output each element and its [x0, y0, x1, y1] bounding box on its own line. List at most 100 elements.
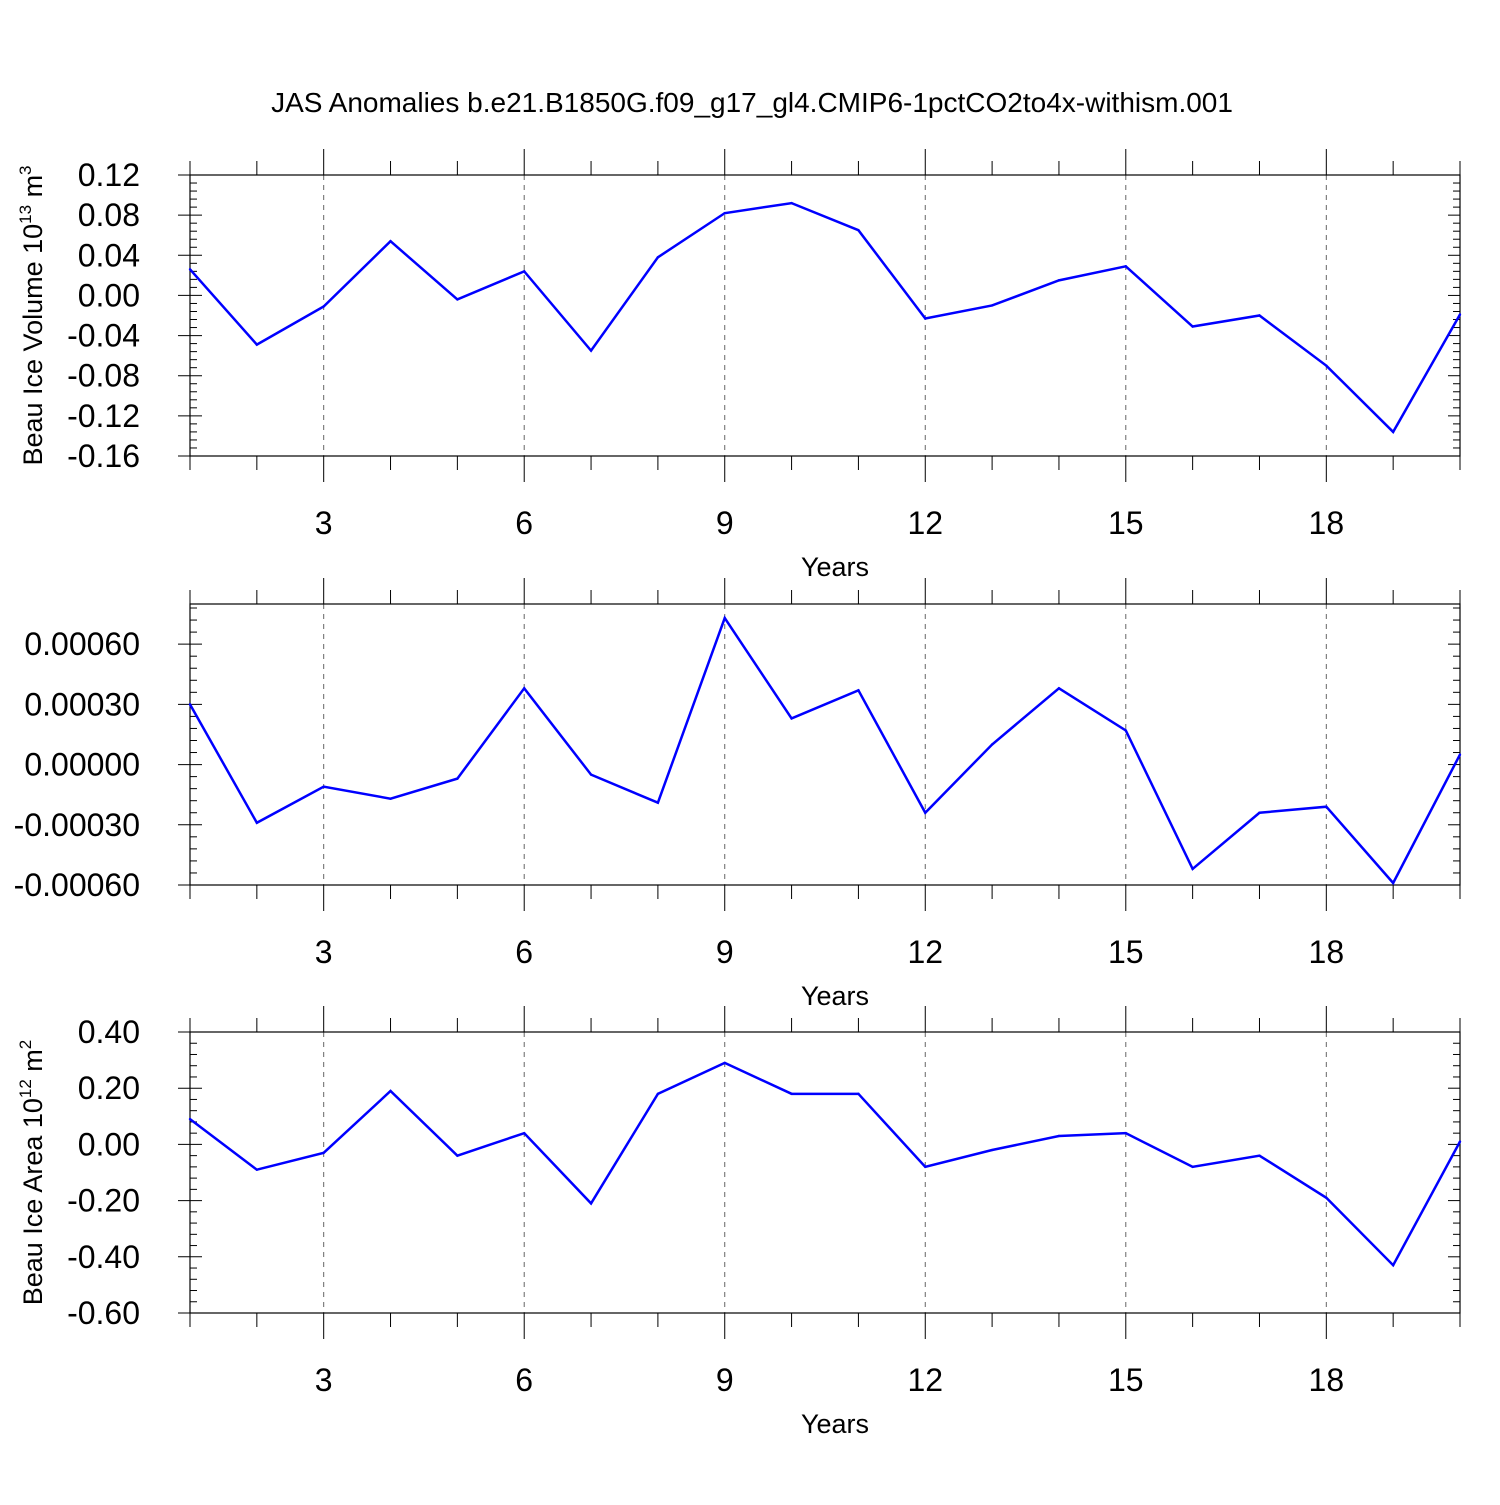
y-tick-label: -0.60: [67, 1295, 140, 1331]
data-point: [723, 1061, 726, 1065]
x-tick-label: 9: [716, 505, 734, 541]
y-tick-label: 0.00000: [24, 747, 140, 783]
data-point: [1124, 265, 1127, 268]
y-axis-label-unit-exponent: 2: [16, 1040, 35, 1049]
y-axis-label: Beau Ice Volume 1013 m3: [16, 165, 48, 465]
y-tick-label: 0.04: [78, 237, 140, 273]
y-axis-label-text: Beau Ice Volume 10: [18, 224, 48, 466]
data-point: [389, 1089, 392, 1093]
y-axis-label: Beau Ice Area 1012 m2: [16, 1040, 48, 1306]
data-point: [589, 349, 593, 352]
data-point: [1057, 279, 1061, 282]
data-point: [255, 1168, 259, 1171]
data-point: [389, 240, 392, 243]
y-tick-label: -0.16: [67, 438, 140, 474]
series-line: [189, 1061, 1462, 1268]
x-tick-label: 18: [1309, 934, 1345, 970]
data-point: [790, 717, 793, 720]
data-point: [656, 1092, 660, 1096]
x-tick-label: 15: [1108, 505, 1144, 541]
data-point: [924, 317, 927, 320]
x-tick-label: 12: [907, 1362, 943, 1398]
y-tick-label: -0.40: [67, 1239, 140, 1275]
x-tick-label: 3: [315, 505, 333, 541]
data-point: [990, 743, 994, 746]
x-tick-label: 12: [907, 505, 943, 541]
data-point: [1057, 1134, 1061, 1138]
y-axis-label-exponent: 13: [16, 205, 35, 224]
y-tick-label: 0.12: [78, 157, 140, 193]
y-tick-label: -0.04: [67, 318, 140, 354]
x-tick-label: 3: [315, 934, 333, 970]
x-tick-label: 18: [1309, 1362, 1345, 1398]
data-point: [456, 1154, 459, 1157]
x-axis-label: Years: [801, 1409, 869, 1439]
data-point: [1325, 1196, 1328, 1199]
data-point: [1191, 1165, 1194, 1169]
x-tick-label: 15: [1108, 1362, 1144, 1398]
data-point: [924, 811, 927, 814]
data-point: [1458, 1140, 1462, 1143]
y-tick-label: 0.00: [78, 1126, 140, 1162]
figure-title: JAS Anomalies b.e21.B1850G.f09_g17_gl4.C…: [271, 87, 1233, 118]
data-point: [857, 228, 860, 232]
data-point: [322, 1151, 325, 1155]
y-axis-label-unit-exponent: 3: [16, 165, 35, 174]
data-point: [255, 343, 259, 346]
data-point: [1191, 325, 1194, 328]
data-point: [188, 703, 192, 706]
data-point: [656, 256, 660, 259]
data-point: [1391, 430, 1395, 434]
data-point: [1124, 729, 1127, 732]
data-point: [990, 304, 994, 307]
chart-panel-3: 3 6 9 12 15 18 0.40 0.20 0.00 -0.20 -0.40 -0.60 Year…: [16, 1006, 1462, 1439]
data-point: [1325, 805, 1328, 808]
data-point: [857, 689, 860, 692]
data-point: [456, 298, 459, 301]
x-tick-label: 18: [1309, 505, 1345, 541]
data-point: [255, 821, 259, 824]
data-point: [723, 616, 726, 620]
plot-frame: [189, 1031, 1461, 1314]
data-point: [1458, 753, 1462, 756]
y-tick-label: 0.20: [78, 1070, 140, 1106]
data-point: [656, 801, 660, 804]
chart-panel-2: 3 6 9 12 15 18 0.00060 0.00030 0.00000 -0.00030 -0…: [14, 578, 1462, 1011]
y-axis-label-unit: m: [18, 175, 48, 205]
data-point: [523, 1131, 526, 1135]
data-point: [990, 1148, 994, 1152]
y-tick-label: -0.00060: [14, 867, 140, 903]
data-point: [188, 268, 192, 271]
data-point: [1057, 687, 1061, 690]
y-tick-label: 0.00: [78, 277, 140, 313]
x-tick-label: 3: [315, 1362, 333, 1398]
data-point: [523, 687, 526, 690]
data-point: [322, 785, 325, 788]
series-line: [188, 615, 1462, 886]
x-tick-label: 6: [515, 934, 533, 970]
x-tick-label: 15: [1108, 934, 1144, 970]
y-axis-label-exponent: 12: [16, 1079, 35, 1098]
y-tick-label: -0.20: [67, 1183, 140, 1219]
data-point: [1458, 313, 1462, 316]
y-tick-label: -0.08: [67, 358, 140, 394]
data-point: [1258, 314, 1261, 317]
data-point: [1124, 1131, 1127, 1135]
x-axis-label: Years: [801, 552, 869, 582]
y-tick-label: -0.12: [67, 398, 140, 434]
x-tick-label: 9: [716, 1362, 734, 1398]
data-point: [1258, 1154, 1261, 1157]
x-tick-label: 6: [515, 505, 533, 541]
data-point: [589, 1202, 593, 1205]
data-point: [924, 1165, 927, 1169]
y-tick-label: 0.40: [78, 1014, 140, 1050]
x-tick-label: 9: [716, 934, 734, 970]
data-point: [1191, 867, 1194, 871]
series-line: [189, 201, 1462, 434]
data-point: [456, 777, 459, 780]
y-tick-label: 0.00060: [24, 626, 140, 662]
data-point: [1325, 364, 1328, 367]
data-point: [322, 305, 325, 308]
